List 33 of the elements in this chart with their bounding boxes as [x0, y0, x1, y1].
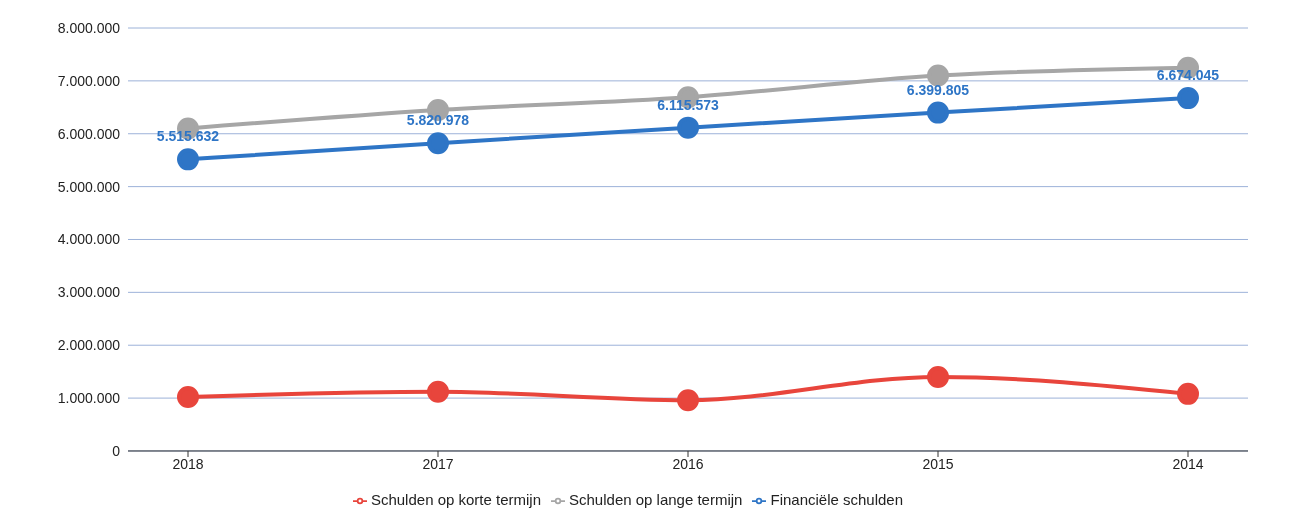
- point: [677, 116, 699, 139]
- y-tick-label: 0: [112, 442, 121, 459]
- point: [927, 365, 949, 388]
- data-label: 5.515.632: [156, 128, 220, 145]
- data-label: 6.674.045: [1156, 67, 1220, 84]
- point: [927, 101, 949, 124]
- x-tick-label: 2016: [672, 455, 704, 472]
- y-tick-label: 5.000.000: [57, 178, 121, 195]
- y-tick-label: 7.000.000: [57, 72, 121, 89]
- point: [427, 380, 449, 403]
- y-tick-label: 1.000.000: [57, 390, 121, 407]
- x-tick-label: 2017: [422, 455, 454, 472]
- data-label: 6.115.573: [657, 96, 719, 113]
- y-tick-label: 2.000.000: [57, 337, 121, 354]
- legend-label: Financiële schulden: [770, 490, 904, 508]
- point: [177, 386, 199, 409]
- y-tick-label: 4.000.000: [57, 231, 121, 248]
- y-tick-label: 3.000.000: [57, 284, 121, 301]
- point: [1177, 87, 1199, 110]
- point: [927, 64, 949, 87]
- point: [677, 389, 699, 412]
- point: [1177, 382, 1199, 405]
- x-tick-label: 2015: [922, 455, 954, 472]
- y-tick-label: 8.000.000: [57, 19, 121, 36]
- point: [177, 148, 199, 171]
- x-tick-label: 2018: [172, 455, 204, 472]
- data-label: 6.399.805: [906, 81, 970, 98]
- x-tick-label: 2014: [1172, 455, 1204, 472]
- y-tick-label: 6.000.000: [57, 125, 121, 142]
- point: [427, 132, 449, 155]
- legend-label: Schulden op korte termijn: [370, 490, 542, 508]
- data-label: 5.820.978: [406, 112, 470, 129]
- legend-label: Schulden op lange termijn: [569, 490, 743, 508]
